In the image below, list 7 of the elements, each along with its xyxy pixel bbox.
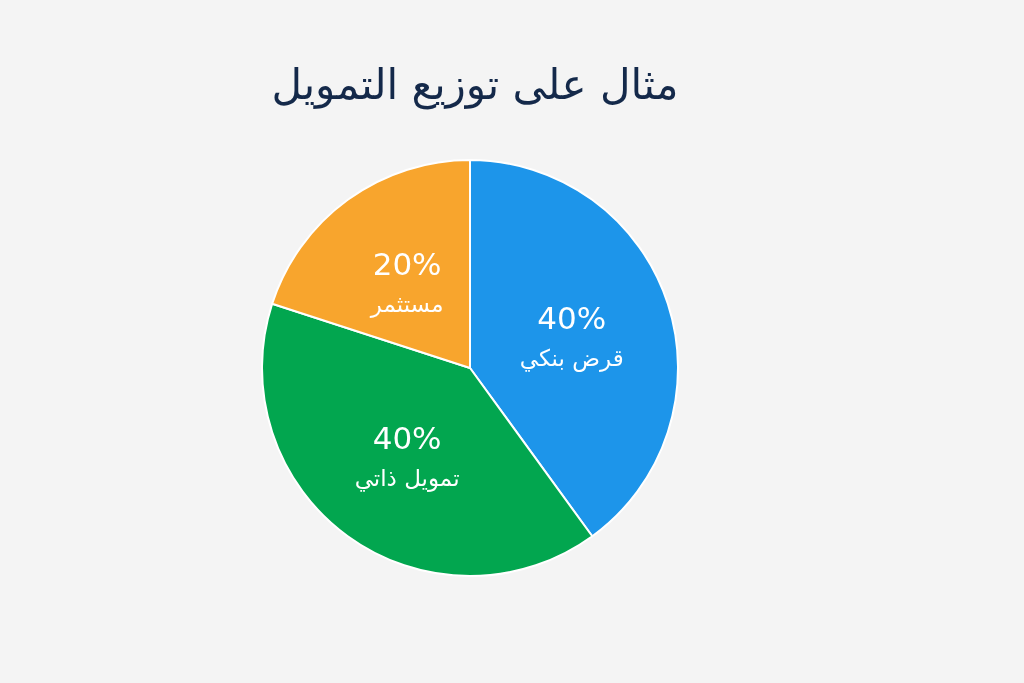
- slice-label: مستثمر: [369, 291, 444, 319]
- chart-title: مثال على توزيع التمويل: [271, 59, 679, 110]
- slice-label: تمويل ذاتي: [354, 464, 460, 492]
- slice-label: قرض بنكي: [519, 344, 624, 372]
- data-label: 40%: [372, 419, 442, 456]
- data-label: 40%: [537, 299, 607, 336]
- data-label: 20%: [372, 246, 442, 283]
